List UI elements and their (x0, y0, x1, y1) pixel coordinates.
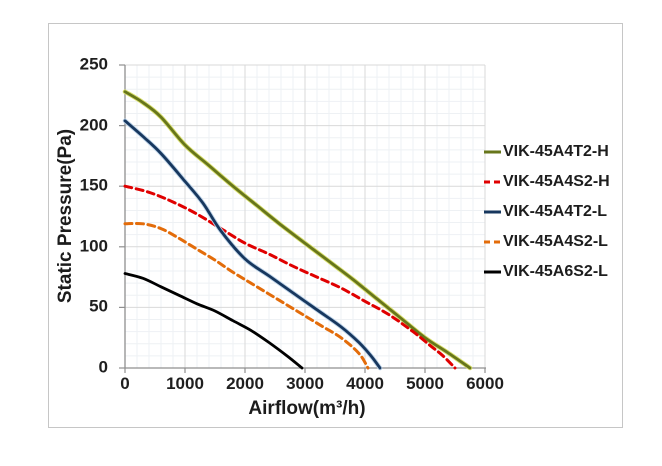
x-tick-label-6000: 6000 (466, 374, 504, 393)
x-tick-label-3000: 3000 (286, 374, 324, 393)
legend-line-sample-icon (484, 240, 501, 244)
legend-line-sample-icon (484, 270, 501, 274)
legend-label: VIK-45A6S2-L (503, 263, 608, 280)
legend-line-sample-icon (484, 150, 501, 154)
legend-item-VIK-45A4T2-H: VIK-45A4T2-H (483, 137, 610, 167)
series-line-VIK-45A4S2-L (123, 221, 370, 370)
legend-item-VIK-45A4S2-L: VIK-45A4S2-L (483, 227, 610, 257)
legend-item-VIK-45A4S2-H: VIK-45A4S2-H (483, 167, 610, 197)
legend-label: VIK-45A4S2-H (503, 173, 610, 190)
y-tick-label-50: 50 (89, 296, 108, 316)
x-axis-title: Airflow(m³/h) (248, 398, 366, 419)
legend-item-VIK-45A6S2-L: VIK-45A6S2-L (483, 257, 610, 287)
legend-label: VIK-45A4S2-L (503, 233, 608, 250)
series-line-VIK-45A4T2-L (123, 119, 382, 370)
x-tick-label-4000: 4000 (346, 374, 384, 393)
y-axis-title: Static Pressure(Pa) (55, 128, 76, 304)
series-halo-VIK-45A4T2-H (122, 89, 473, 371)
x-tick-label-5000: 5000 (406, 374, 444, 393)
chart-frame (48, 23, 623, 428)
x-tick-label-2000: 2000 (226, 374, 264, 393)
x-tick-label-0: 0 (120, 374, 130, 393)
series-line-VIK-45A4T2-H (123, 90, 472, 370)
y-tick-label-0: 0 (98, 357, 108, 377)
y-tick-label-100: 100 (79, 236, 108, 256)
legend-line-sample-icon (484, 180, 501, 184)
legend-label: VIK-45A4T2-L (503, 203, 608, 220)
y-tick-label-200: 200 (79, 115, 108, 135)
series-line-VIK-45A4S2-H (123, 184, 457, 370)
chart-legend: VIK-45A4T2-H VIK-45A4S2-H VIK-45A4T2-L VIK-… (483, 137, 610, 287)
y-tick-label-250: 250 (79, 54, 108, 74)
series-line-VIK-45A6S2-L (123, 272, 304, 370)
legend-item-VIK-45A4T2-L: VIK-45A4T2-L (483, 197, 610, 227)
legend-line-sample-icon (484, 210, 501, 214)
legend-label: VIK-45A4T2-H (503, 143, 609, 160)
y-tick-label-150: 150 (79, 175, 108, 195)
x-tick-label-1000: 1000 (166, 374, 204, 393)
